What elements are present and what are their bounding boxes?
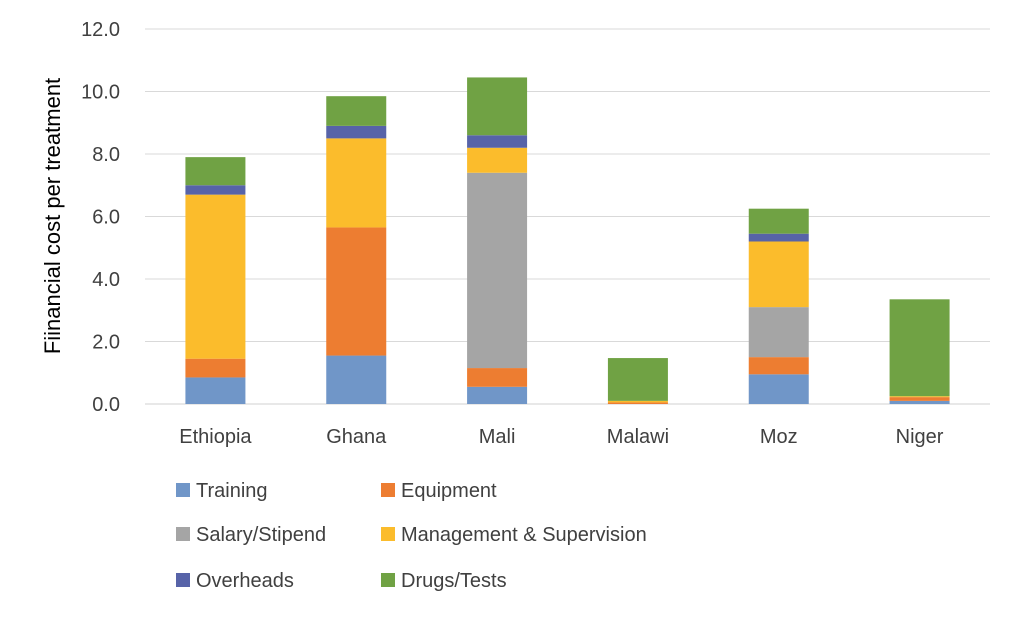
bar-segment-management-supervision-malawi (607, 400, 668, 403)
y-tick-label: 10.0 (81, 82, 120, 104)
bar-segment-management-supervision-niger (889, 396, 950, 398)
legend-label: Training (196, 480, 268, 502)
bar-segment-equipment-moz (748, 357, 809, 375)
bar-segment-management-supervision-moz (748, 241, 809, 308)
legend-label: Equipment (401, 480, 497, 502)
x-axis-categories: Ethiopia Ghana Mali Malawi Moz Niger (179, 426, 944, 448)
x-category-label: Ethiopia (179, 426, 252, 448)
bar-segment-drugs-tests-mali (467, 77, 528, 136)
bar-segment-management-supervision-ghana (326, 138, 387, 228)
y-axis-title: Fiinancial cost per treatment (40, 78, 65, 354)
y-tick-label: 6.0 (92, 207, 120, 229)
bar-segment-drugs-tests-niger (889, 299, 950, 397)
bar-segment-overheads-mali (467, 135, 528, 148)
bar-segment-equipment-mali (467, 368, 528, 387)
bar-segment-drugs-tests-ethiopia (185, 157, 246, 186)
bar-segment-drugs-tests-moz (748, 208, 809, 234)
bar-segment-salary-stipend-moz (748, 307, 809, 358)
bar-segment-equipment-malawi (607, 402, 668, 404)
legend-swatch-drugs-tests (381, 573, 395, 587)
y-tick-label: 0.0 (92, 394, 120, 416)
bar-segment-management-supervision-ethiopia (185, 194, 246, 359)
x-category-label: Moz (760, 426, 798, 448)
bars (185, 77, 950, 404)
legend-label: Overheads (196, 570, 294, 592)
y-tick-label: 2.0 (92, 332, 120, 354)
legend-swatch-salary-stipend (176, 527, 190, 541)
legend-label: Salary/Stipend (196, 524, 326, 546)
bar-segment-overheads-ethiopia (185, 185, 246, 195)
bar-segment-drugs-tests-malawi (607, 358, 668, 401)
bar-segment-training-ethiopia (185, 377, 246, 404)
y-tick-label: 4.0 (92, 269, 120, 291)
x-category-label: Ghana (326, 426, 387, 448)
legend-label: Drugs/Tests (401, 570, 507, 592)
bar-segment-equipment-ghana (326, 227, 387, 356)
y-axis-ticks: 0.0 2.0 4.0 6.0 8.0 10.0 12.0 (81, 19, 120, 416)
bar-segment-overheads-ghana (326, 125, 387, 139)
x-category-label: Mali (479, 426, 516, 448)
legend-swatch-management-supervision (381, 527, 395, 541)
bar-segment-overheads-moz (748, 233, 809, 242)
legend-label: Management & Supervision (401, 524, 647, 546)
y-tick-label: 8.0 (92, 144, 120, 166)
legend-swatch-equipment (381, 483, 395, 497)
gridlines (145, 28, 990, 405)
bar-segment-equipment-niger (889, 397, 950, 401)
x-category-label: Niger (896, 426, 944, 448)
bar-segment-training-moz (748, 374, 809, 404)
y-tick-label: 12.0 (81, 19, 120, 41)
x-category-label: Malawi (607, 426, 669, 448)
legend-swatch-overheads (176, 573, 190, 587)
bar-segment-training-ghana (326, 355, 387, 404)
bar-segment-salary-stipend-mali (467, 172, 528, 369)
bar-segment-training-mali (467, 386, 528, 404)
legend-swatch-training (176, 483, 190, 497)
bar-segment-management-supervision-mali (467, 147, 528, 173)
bar-segment-equipment-ethiopia (185, 358, 246, 378)
legend: Training Equipment Salary/Stipend Managemen… (176, 480, 647, 592)
bar-segment-drugs-tests-ghana (326, 96, 387, 126)
bar-segment-training-niger (889, 400, 950, 404)
